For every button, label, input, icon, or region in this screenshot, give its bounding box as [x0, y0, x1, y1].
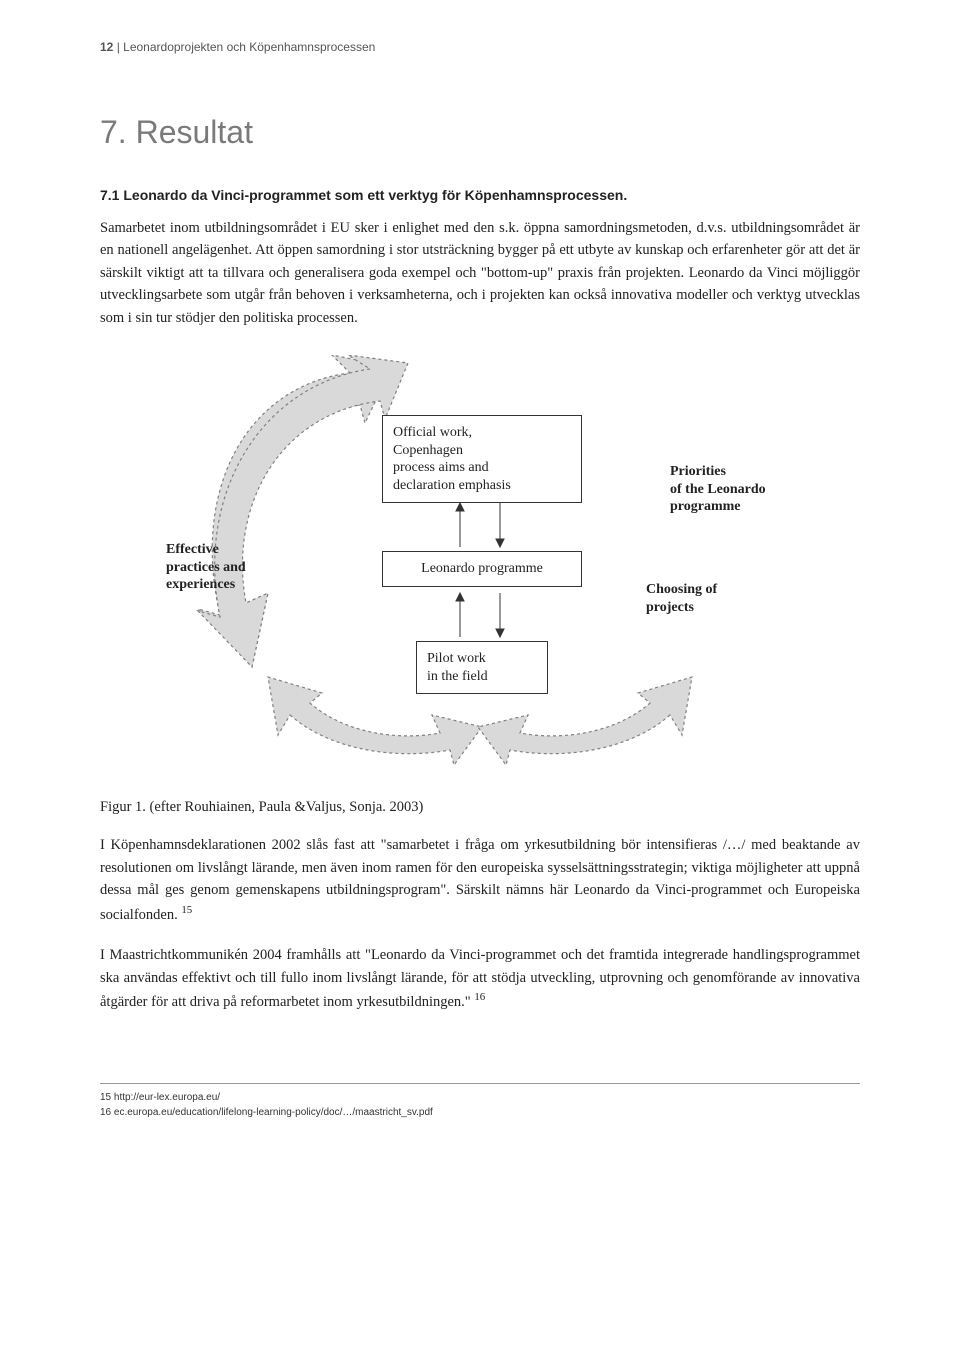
running-head-title: Leonardoprojekten och Köpenhamnsprocesse…	[123, 40, 375, 54]
paragraph-2: I Köpenhamnsdeklarationen 2002 slås fast…	[100, 834, 860, 926]
footnote-15: 15 http://eur-lex.europa.eu/	[100, 1090, 860, 1105]
diagram-container: Official work,Copenhagenprocess aims and…	[100, 355, 860, 765]
diagram-right-bottom-label: Choosing ofprojects	[646, 581, 786, 616]
footnote-ref-15: 15	[181, 904, 192, 916]
footnote-ref-16: 16	[474, 991, 485, 1003]
running-head-sep: |	[113, 40, 123, 54]
footnote-16: 16 ec.europa.eu/education/lifelong-learn…	[100, 1105, 860, 1120]
diagram-bottom-box: Pilot workin the field	[416, 641, 548, 694]
chapter-title: 7. Resultat	[100, 114, 860, 151]
diagram-top-box: Official work,Copenhagenprocess aims and…	[382, 415, 582, 503]
running-head: 12 | Leonardoprojekten och Köpenhamnspro…	[100, 40, 860, 54]
section-title: 7.1 Leonardo da Vinci-programmet som ett…	[100, 187, 860, 203]
diagram-right-top-label: Prioritiesof the Leonardoprogramme	[670, 463, 820, 516]
diagram-left-label: Effectivepractices andexperiences	[166, 541, 306, 594]
page-number: 12	[100, 40, 113, 54]
paragraph-2-text: I Köpenhamnsdeklarationen 2002 slås fast…	[100, 837, 860, 922]
footnotes: 15 http://eur-lex.europa.eu/ 16 ec.europ…	[100, 1083, 860, 1120]
cycle-arrow-right	[198, 355, 408, 667]
paragraph-1: Samarbetet inom utbildningsområdet i EU …	[100, 217, 860, 329]
paragraph-3: I Maastrichtkommunikén 2004 framhålls at…	[100, 944, 860, 1013]
diagram-middle-box: Leonardo programme	[382, 551, 582, 587]
figure-caption: Figur 1. (efter Rouhiainen, Paula &Valju…	[100, 799, 860, 816]
page-root: 12 | Leonardoprojekten och Köpenhamnspro…	[0, 0, 960, 1160]
cycle-diagram: Official work,Copenhagenprocess aims and…	[160, 355, 800, 765]
